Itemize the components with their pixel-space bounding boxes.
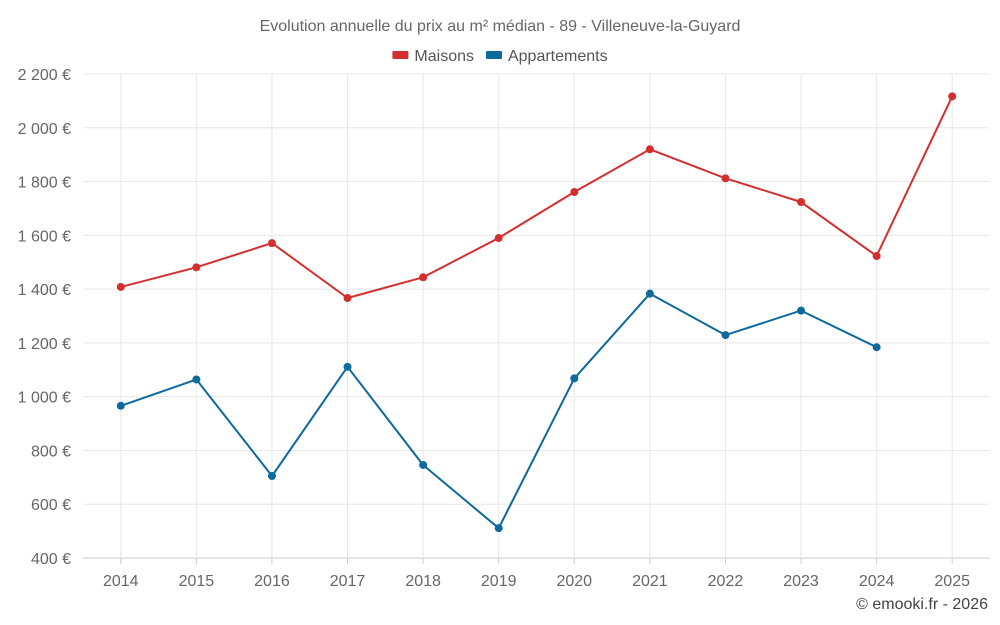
x-tick-label: 2025 xyxy=(934,573,970,590)
y-tick-label: 1 400 € xyxy=(18,282,71,299)
data-point[interactable] xyxy=(494,524,503,533)
y-tick-label: 1 600 € xyxy=(18,228,71,245)
x-tick-label: 2015 xyxy=(179,573,215,590)
y-tick-label: 1 000 € xyxy=(18,390,71,407)
data-point[interactable] xyxy=(570,374,579,383)
legend-label: Appartements xyxy=(508,48,608,65)
x-tick-label: 2019 xyxy=(481,573,517,590)
x-axis: 2014 2015 2016 2017 2018 2019 2020 2021 2022 2023… xyxy=(103,558,970,590)
series xyxy=(116,92,957,533)
x-tick-label: 2023 xyxy=(783,573,819,590)
series-line xyxy=(120,95,954,299)
data-point[interactable] xyxy=(343,362,352,371)
x-tick-label: 2014 xyxy=(103,573,139,590)
x-tick-label: 2021 xyxy=(632,573,668,590)
data-point[interactable] xyxy=(872,252,881,261)
y-tick-label: 800 € xyxy=(31,443,71,460)
y-tick-label: 600 € xyxy=(31,497,71,514)
data-point[interactable] xyxy=(267,239,276,248)
data-point[interactable] xyxy=(721,174,730,183)
y-tick-label: 2 200 € xyxy=(18,67,71,84)
data-point[interactable] xyxy=(192,263,201,272)
data-point[interactable] xyxy=(797,197,806,206)
legend: Maisons Appartements xyxy=(392,48,608,65)
data-point[interactable] xyxy=(872,343,881,352)
data-point[interactable] xyxy=(192,375,201,384)
legend-swatch xyxy=(485,51,502,59)
y-tick-label: 2 000 € xyxy=(18,121,71,138)
x-tick-label: 2018 xyxy=(405,573,441,590)
x-tick-label: 2016 xyxy=(254,573,290,590)
y-tick-label: 400 € xyxy=(31,551,71,568)
data-point[interactable] xyxy=(948,92,957,101)
data-point[interactable] xyxy=(570,188,579,197)
legend-label: Maisons xyxy=(414,48,474,65)
data-point[interactable] xyxy=(494,234,503,243)
data-point[interactable] xyxy=(797,306,806,315)
series-appartements xyxy=(116,289,881,533)
grid xyxy=(83,73,990,559)
data-point[interactable] xyxy=(645,145,654,154)
data-point[interactable] xyxy=(116,282,125,291)
data-point[interactable] xyxy=(419,460,428,469)
data-point[interactable] xyxy=(343,293,352,302)
series-maisons xyxy=(116,92,957,302)
x-tick-label: 2022 xyxy=(708,573,744,590)
chart-title: Evolution annuelle du prix au m² médian … xyxy=(260,18,741,35)
y-tick-label: 1 800 € xyxy=(18,175,71,192)
data-point[interactable] xyxy=(721,331,730,340)
credit-text: © emooki.fr - 2026 xyxy=(856,596,988,613)
data-point[interactable] xyxy=(645,289,654,298)
data-point[interactable] xyxy=(419,273,428,282)
y-axis: 400 € 600 € 800 € 1 000 € 1 200 € 1 400 € 1 60… xyxy=(18,67,71,568)
x-tick-label: 2017 xyxy=(330,573,366,590)
x-tick-label: 2024 xyxy=(859,573,895,590)
legend-swatch xyxy=(392,51,409,59)
data-point[interactable] xyxy=(267,471,276,480)
y-tick-label: 1 200 € xyxy=(18,336,71,353)
data-point[interactable] xyxy=(116,401,125,410)
x-tick-label: 2020 xyxy=(556,573,592,590)
